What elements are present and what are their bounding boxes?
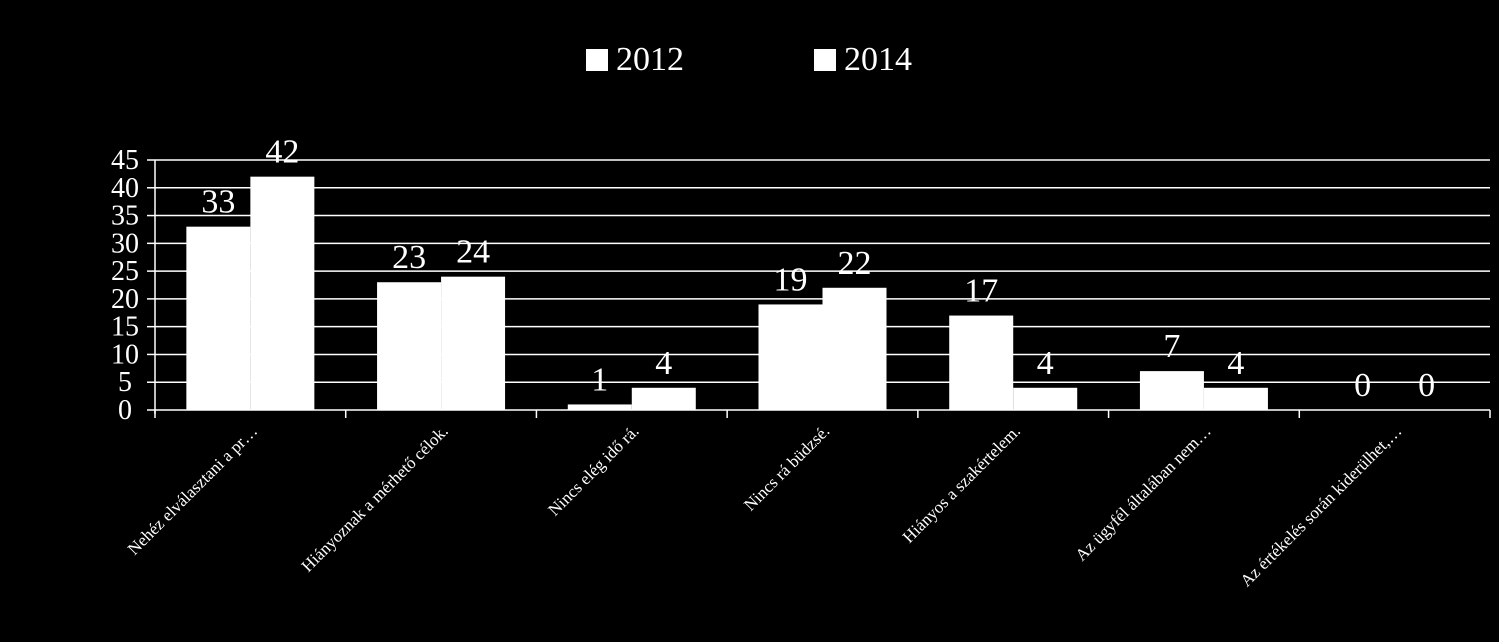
y-tick-label: 40	[111, 173, 139, 204]
bar-2012-2[interactable]	[567, 404, 632, 410]
bar-2014-2[interactable]	[631, 387, 696, 410]
data-label-2014-6: 0	[1418, 367, 1435, 404]
data-label-2012-2: 1	[591, 361, 608, 398]
category-label-2: Nincs elég idő rá.	[544, 421, 642, 519]
data-label-2014-2: 4	[655, 345, 672, 382]
y-tick-label: 30	[111, 228, 139, 259]
data-label-2012-1: 23	[392, 239, 426, 276]
data-labels: 33 42 23 24 1 4 19 22 17 4 7 4 0 0	[201, 134, 1435, 404]
y-tick-label: 5	[118, 367, 132, 398]
bar-2012-1[interactable]	[377, 282, 442, 410]
legend-label-2014: 2014	[844, 41, 912, 78]
category-label-5: Az ügyfél általában nem…	[1071, 421, 1214, 564]
bar-2012-4[interactable]	[949, 315, 1014, 410]
data-label-2014-5: 4	[1227, 345, 1244, 382]
bar-2014-5[interactable]	[1203, 387, 1268, 410]
bar-2012-0[interactable]	[186, 226, 251, 410]
y-tick-label: 35	[111, 201, 139, 232]
legend: 2012 2014	[0, 38, 1499, 82]
axes	[147, 159, 1491, 418]
y-tick-label: 45	[111, 145, 139, 176]
y-tick-label: 20	[111, 284, 139, 315]
bar-2014-3[interactable]	[822, 287, 887, 410]
category-label-1: Hiányoznak a mérhető célok.	[298, 421, 452, 575]
category-label-0: Nehéz elválasztani a pr…	[124, 421, 261, 558]
data-label-2012-0: 33	[201, 184, 235, 221]
category-label-3: Nincs rá büdzsé.	[740, 421, 833, 514]
legend-item-2014[interactable]: 2014	[814, 38, 912, 82]
bar-2014-0[interactable]	[250, 176, 315, 410]
y-tick-label: 0	[118, 395, 132, 426]
data-label-2014-3: 22	[838, 245, 872, 282]
data-label-2014-1: 24	[456, 234, 490, 271]
bar-2014-4[interactable]	[1013, 387, 1078, 410]
bar-2012-3[interactable]	[758, 304, 823, 410]
data-label-2012-5: 7	[1163, 328, 1180, 365]
legend-label-2012: 2012	[616, 41, 684, 78]
data-label-2012-3: 19	[774, 261, 808, 298]
data-label-2012-4: 17	[964, 273, 998, 310]
bar-2012-5[interactable]	[1139, 371, 1204, 410]
category-label-6: Az értékelés során kiderülhet,…	[1236, 421, 1405, 590]
category-label-4: Hiányos a szakértelem.	[899, 421, 1024, 546]
y-tick-label: 10	[111, 339, 139, 370]
legend-swatch-2012	[586, 49, 608, 71]
x-axis-category-labels: Nehéz elválasztani a pr… Hiányoznak a mér…	[124, 421, 1406, 590]
y-tick-label: 25	[111, 256, 139, 287]
y-tick-label: 15	[111, 312, 139, 343]
bars	[186, 176, 1268, 410]
bar-2014-1[interactable]	[441, 276, 506, 410]
data-label-2014-4: 4	[1037, 345, 1054, 382]
data-label-2014-0: 42	[265, 134, 299, 171]
data-label-2012-6: 0	[1354, 367, 1371, 404]
legend-item-2012[interactable]: 2012	[586, 38, 684, 82]
legend-swatch-2014	[814, 49, 836, 71]
